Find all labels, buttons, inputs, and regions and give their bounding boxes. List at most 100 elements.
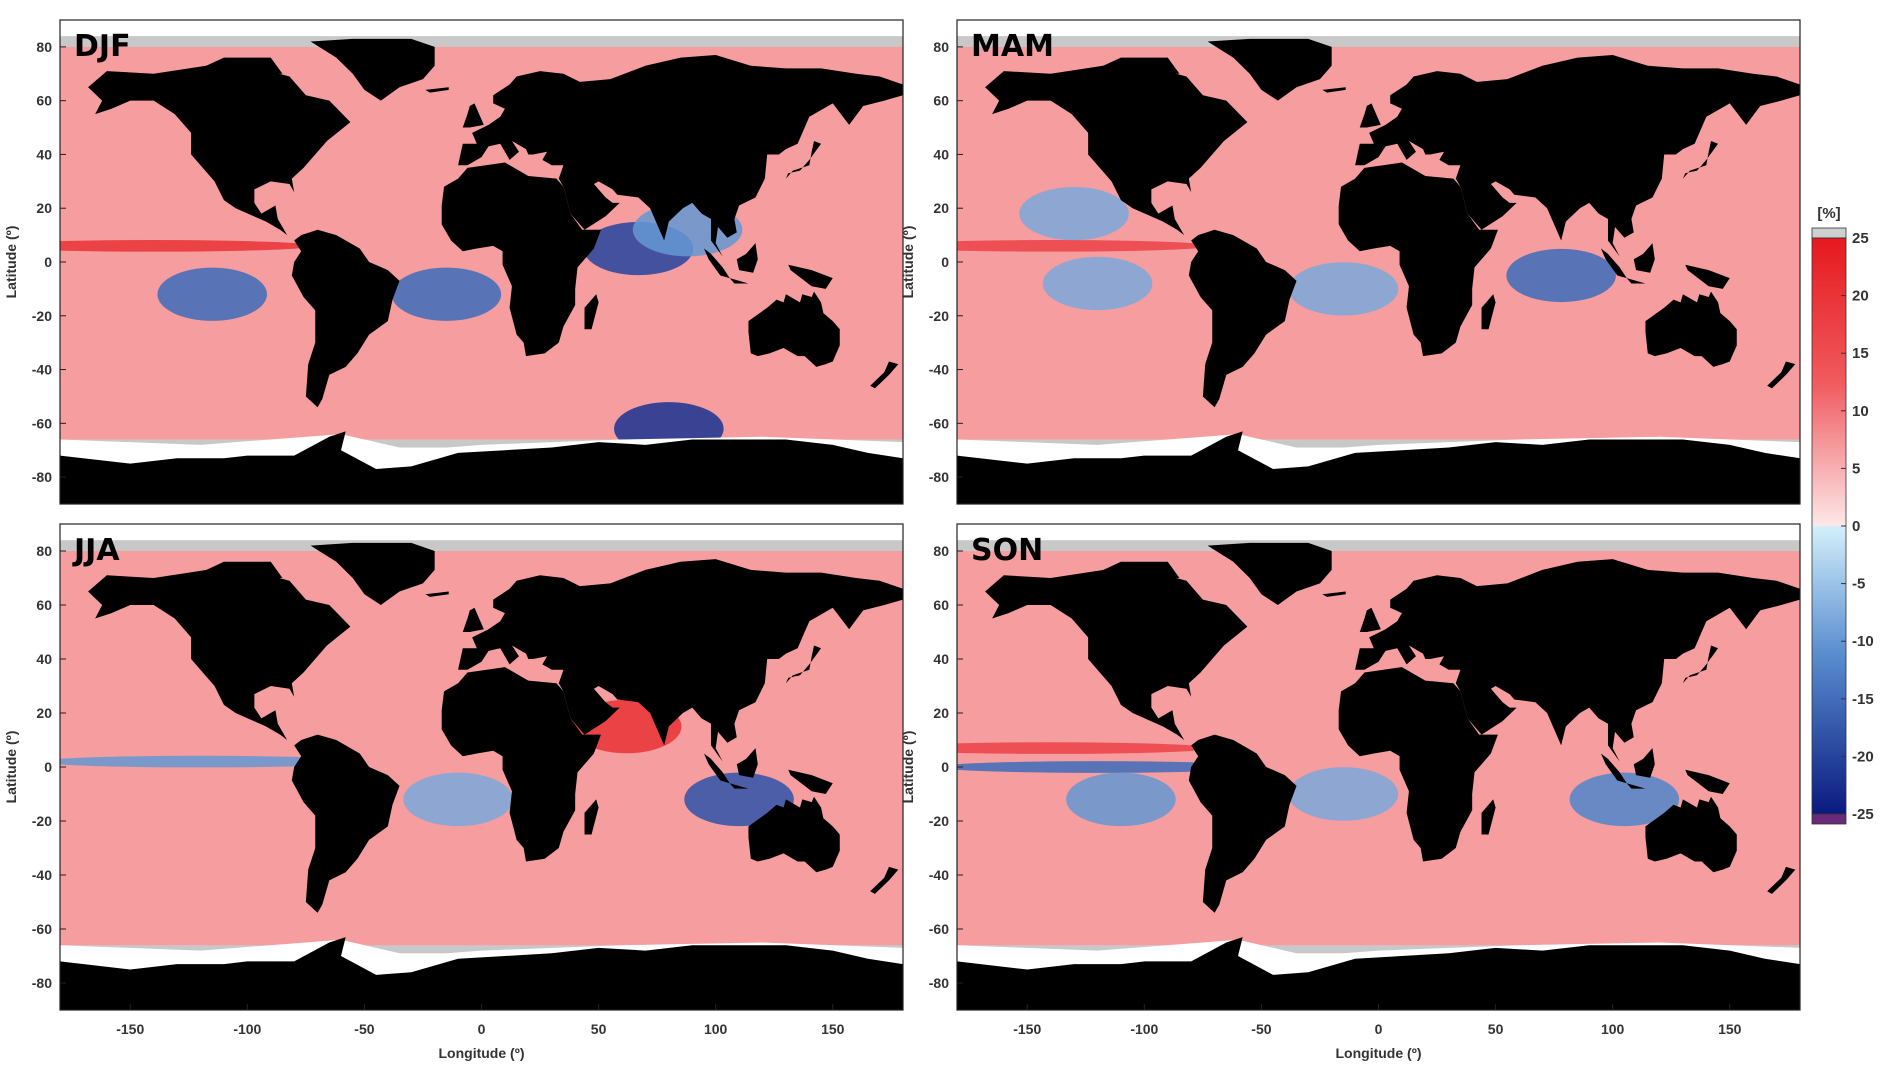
y-tick-label: -80 bbox=[32, 469, 52, 485]
x-axis-label: Longitude (º) bbox=[1336, 1045, 1422, 1061]
land-mass bbox=[291, 734, 400, 913]
land-mass bbox=[1322, 591, 1346, 597]
nodata-region bbox=[60, 945, 903, 954]
y-tick-label: -80 bbox=[32, 975, 52, 991]
land-mass bbox=[870, 866, 899, 894]
nodata-region bbox=[60, 540, 903, 551]
y-tick-label: 20 bbox=[36, 705, 52, 721]
anomaly-region bbox=[391, 267, 502, 321]
season-label: JJA bbox=[72, 533, 120, 568]
y-tick-label: 60 bbox=[36, 597, 52, 613]
colorbar-tick-label: 10 bbox=[1852, 403, 1869, 420]
y-axis-label: Latitude (º) bbox=[900, 226, 916, 299]
x-tick-label: 100 bbox=[1601, 1021, 1625, 1037]
y-tick-label: 40 bbox=[933, 146, 949, 162]
colorbar-unit: [%] bbox=[1817, 205, 1840, 222]
panel-son: 80 60 40 20 0 -20 -40 -60 -80 -150 -100 -50 0 50 100 15… bbox=[900, 523, 1801, 1061]
y-tick-label: 0 bbox=[44, 759, 52, 775]
land-mass bbox=[788, 769, 833, 794]
land-mass bbox=[458, 54, 903, 257]
land-mass bbox=[870, 361, 899, 389]
y-tick-label: -80 bbox=[929, 975, 949, 991]
land-mass bbox=[1682, 141, 1719, 179]
land-mass bbox=[88, 63, 351, 241]
y-tick-label: 20 bbox=[36, 200, 52, 216]
land-mass bbox=[985, 567, 1248, 746]
land-mass bbox=[1207, 542, 1332, 605]
y-tick-label: -60 bbox=[32, 415, 52, 431]
anomaly-region bbox=[1066, 772, 1176, 827]
y-tick-label: -20 bbox=[929, 813, 949, 829]
anomaly-region bbox=[60, 240, 314, 252]
y-axis-label: Latitude (º) bbox=[900, 731, 916, 804]
land-mass bbox=[310, 542, 435, 605]
land-mass bbox=[310, 38, 435, 101]
nodata-region bbox=[957, 540, 1800, 551]
land-mass bbox=[1359, 103, 1381, 128]
y-tick-label: 20 bbox=[933, 200, 949, 216]
x-tick-label: 0 bbox=[1375, 1021, 1383, 1037]
land-mass bbox=[1322, 87, 1346, 93]
x-tick-label: -50 bbox=[1251, 1021, 1271, 1037]
colorbar-over-range bbox=[1811, 227, 1847, 239]
y-tick-label: -20 bbox=[929, 308, 949, 324]
land-mass bbox=[957, 431, 1800, 504]
y-tick-label: 80 bbox=[933, 543, 949, 559]
land-mass bbox=[1633, 748, 1655, 778]
land-mass bbox=[1338, 667, 1498, 862]
colorbar-tick-label: -15 bbox=[1852, 691, 1874, 708]
colorbar-gradient bbox=[1811, 237, 1847, 815]
colorbar-tick-label: 5 bbox=[1852, 460, 1860, 477]
land-mass bbox=[88, 567, 351, 746]
sea-ice-region bbox=[957, 524, 1800, 546]
y-tick-label: 80 bbox=[933, 39, 949, 55]
land-mass bbox=[1645, 291, 1737, 367]
anomaly-region bbox=[957, 742, 1211, 754]
x-tick-label: 50 bbox=[1488, 1021, 1504, 1037]
land-mass bbox=[785, 141, 822, 179]
x-tick-label: 100 bbox=[704, 1021, 728, 1037]
land-mass bbox=[785, 645, 822, 684]
season-label: MAM bbox=[971, 29, 1054, 64]
anomaly-region bbox=[1569, 772, 1680, 827]
y-tick-label: 40 bbox=[36, 651, 52, 667]
y-tick-label: -40 bbox=[929, 362, 949, 378]
land-mass bbox=[1338, 162, 1498, 357]
land-mass bbox=[748, 291, 840, 367]
x-tick-label: -100 bbox=[1130, 1021, 1158, 1037]
land-mass bbox=[1207, 38, 1332, 101]
colorbar-tick-label: -25 bbox=[1852, 806, 1874, 823]
colorbar: [%] 25 20 15 10 5 0 -5 -10 -15 -20 -25 bbox=[1811, 205, 1874, 825]
land-mass bbox=[291, 229, 400, 408]
land-mass bbox=[729, 278, 749, 284]
x-tick-label: 150 bbox=[1718, 1021, 1742, 1037]
colorbar-tick-label: -20 bbox=[1852, 748, 1874, 765]
x-tick-label: -100 bbox=[233, 1021, 261, 1037]
anomaly-region bbox=[157, 267, 268, 321]
y-tick-label: 0 bbox=[44, 254, 52, 270]
sea-ice-region bbox=[60, 524, 903, 546]
land-mass bbox=[1188, 229, 1297, 408]
anomaly-region bbox=[957, 240, 1211, 252]
y-tick-label: -20 bbox=[32, 813, 52, 829]
nodata-region bbox=[60, 439, 903, 448]
y-axis-label: Latitude (º) bbox=[3, 731, 19, 804]
x-tick-label: 0 bbox=[478, 1021, 486, 1037]
panel-djf: 80 60 40 20 0 -20 -40 -60 -80 Latitude (º) DJF bbox=[3, 19, 904, 505]
land-mass bbox=[1600, 248, 1627, 279]
land-mass bbox=[1188, 734, 1297, 913]
land-mass bbox=[788, 264, 833, 289]
y-tick-label: 0 bbox=[941, 759, 949, 775]
y-tick-label: -80 bbox=[929, 469, 949, 485]
land-mass bbox=[736, 748, 758, 778]
y-tick-label: -20 bbox=[32, 308, 52, 324]
sea-ice-region bbox=[60, 20, 903, 42]
y-tick-label: -40 bbox=[32, 867, 52, 883]
land-mass bbox=[1626, 278, 1646, 284]
nodata-region bbox=[957, 439, 1800, 448]
land-mass bbox=[1685, 264, 1730, 289]
y-tick-label: 20 bbox=[933, 705, 949, 721]
land-mass bbox=[584, 294, 599, 330]
land-mass bbox=[985, 63, 1248, 241]
